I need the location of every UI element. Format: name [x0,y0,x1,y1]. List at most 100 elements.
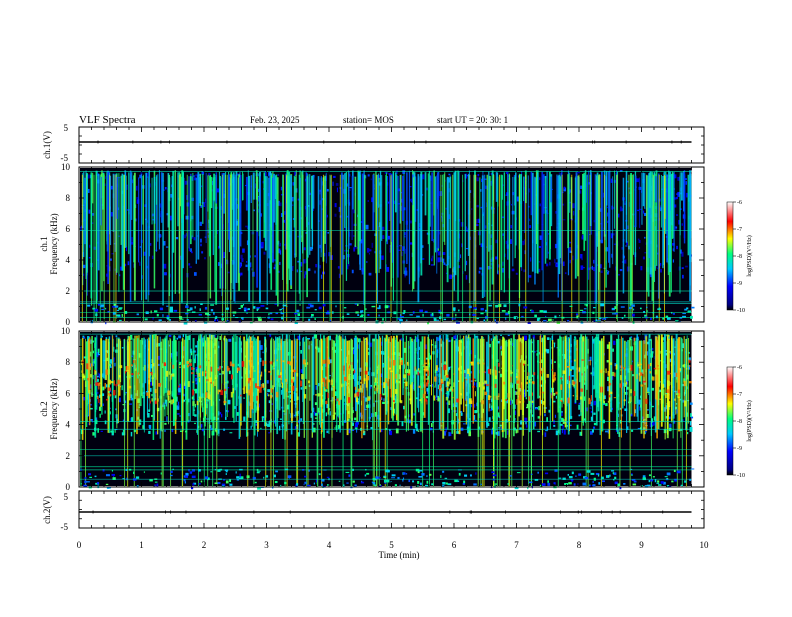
spectrogram-speck [327,477,329,478]
spectrogram-streak [323,175,324,322]
spectrogram-blob [268,394,269,396]
spectrogram-speck [257,472,260,473]
spectrogram-blob [166,371,168,377]
spectrogram-blob [157,398,158,401]
spectrogram-speck [444,319,446,320]
spectrogram-speck [296,483,298,485]
spectrogram-speck [192,483,194,485]
spectrogram-streak [631,339,632,414]
spectrogram-speck [431,258,433,261]
spectrogram-speck [470,474,472,476]
spectrogram-streak [662,176,663,268]
spectrogram-streak [361,341,362,438]
spectrogram-speck [200,239,202,243]
spectrogram-speck [355,336,357,338]
spectrogram-blob [648,364,650,369]
spectrogram-blob [98,399,99,403]
spectrogram-streak [118,173,119,292]
spectrogram-speck [267,424,270,427]
spectrogram-speck [506,172,509,174]
spectrogram-blob [192,381,193,383]
spectrogram-speck [368,200,369,202]
spectrogram-speck [649,474,651,476]
spectrogram-speck [633,484,637,486]
spectrogram-streak [459,340,461,434]
spectrogram-speck [353,247,355,251]
spectrogram-blob [304,394,306,398]
spectrogram-streak [166,338,167,388]
spectrogram-speck [544,413,546,416]
spectrogram-speck [319,473,321,475]
spectrogram-blob [325,401,327,404]
spectrogram-streak [239,177,240,273]
spectrogram-speck [545,432,547,437]
spectrogram-streak [515,177,516,258]
spectrogram-speck [590,408,592,409]
spectrogram-blob [479,382,480,387]
spectrogram-speck [646,307,647,308]
spectrogram-speck [554,316,556,319]
spectrogram-speck [431,264,434,265]
spectrogram-speck [240,255,242,259]
spectrogram-blob [425,370,427,371]
spectrogram-blob [599,396,601,401]
spectrogram-blob [293,370,296,373]
spectrogram-speck [195,404,196,407]
spectrogram-streak [649,335,650,380]
spectrogram-blob [567,366,570,368]
spectrogram-blob [573,381,576,384]
spectrogram-blob [552,369,553,370]
spectrogram-streak [287,339,288,487]
spectrogram-blob [667,381,670,386]
spectrogram-blob [677,397,680,399]
spectrogram-blob [424,363,427,364]
spectrogram-streak [233,176,234,289]
spectrogram-streak [107,171,109,284]
spectrogram-speck [643,211,644,214]
spectrogram-streak [301,172,302,243]
spectrogram-blob [173,399,174,403]
spectrogram-blob [393,360,396,366]
spectrogram-speck [260,345,262,350]
spectrogram-speck [296,318,300,319]
spectrogram-speck [406,320,407,321]
spectrogram-speck [148,431,150,434]
spectrogram-streak [313,337,314,396]
spectrogram-speck [605,431,608,433]
spectrogram-blob [633,391,635,396]
spectrogram-blob [484,392,487,395]
spectrogram-blob [420,399,422,401]
spectrogram-speck [116,335,118,337]
spectrogram-speck [459,473,461,476]
spectrogram-speck [561,413,562,416]
spectrogram-blob [436,365,438,371]
spectrogram-blob [527,376,528,380]
spectrogram-streak [468,174,470,256]
spectrogram-speck [509,475,511,476]
spectrogram-streak [422,339,423,487]
spectrogram-streak [218,341,219,436]
spectrogram-speck [526,425,528,428]
spectrogram-speck [373,482,376,484]
spectrogram-speck [538,318,541,320]
spectrogram-blob [614,373,616,377]
spectrogram-streak [169,175,170,322]
spectrogram-streak [225,175,226,322]
spectrogram-streak [567,174,569,248]
spectrogram-speck [555,211,556,214]
spectrogram-streak [138,335,139,427]
spectrogram-streak [525,341,527,397]
ch1-spectrogram-image [80,168,694,325]
spectrogram-speck [458,480,460,482]
spectrogram-streak [462,338,463,381]
spectrogram-blob [623,367,624,369]
spectrogram-speck [87,305,90,307]
spectrogram-speck [673,313,675,315]
spectrogram-blob [188,381,190,387]
spectrogram-speck [122,385,123,390]
spectrogram-speck [315,264,317,267]
spectrogram-speck [545,316,546,317]
spectrogram-blob [588,400,590,405]
spectrogram-streak [248,170,249,270]
spectrogram-speck [131,432,132,436]
